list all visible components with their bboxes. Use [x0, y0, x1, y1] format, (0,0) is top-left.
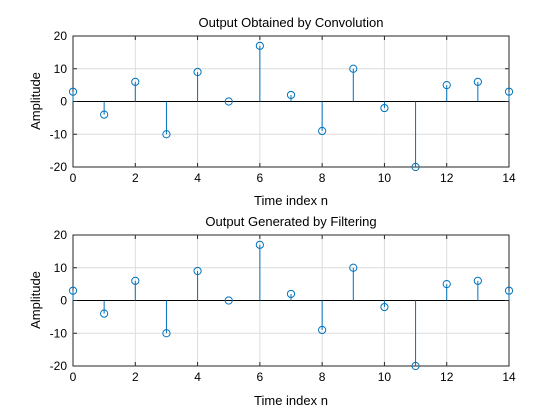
y-tick-label: 10 [54, 62, 68, 76]
stem-marker [131, 276, 140, 285]
x-tick-label: 10 [378, 171, 392, 185]
chart-title: Output Generated by Filtering [205, 214, 376, 229]
stem-marker [68, 286, 78, 295]
stem-marker [380, 302, 389, 312]
x-axis-label: Time index n [254, 193, 328, 208]
subplot-convolution: 0 2 4 6 8 10 12 14 -20 -10 0 10 20 Output Obtained b… [28, 15, 516, 208]
stem-marker [224, 296, 233, 305]
x-tick-label: 2 [132, 370, 139, 384]
chart-title: Output Obtained by Convolution [198, 15, 383, 30]
stem-marker [286, 289, 296, 299]
stem-marker [100, 110, 109, 119]
stem-marker [473, 77, 482, 86]
y-tick-label: -10 [50, 326, 68, 340]
y-tick-label: 10 [54, 261, 68, 275]
stem-series [68, 240, 514, 371]
stem-marker [504, 286, 514, 295]
axis-ticks: 0 2 4 6 8 10 12 14 -20 -10 0 10 20 [50, 228, 516, 384]
x-tick-label: 2 [132, 171, 139, 185]
stem-marker [411, 162, 420, 172]
stem-marker [162, 329, 171, 338]
x-tick-label: 12 [440, 370, 454, 384]
stem-marker [411, 361, 420, 371]
stem-marker [224, 97, 233, 106]
stem-series [68, 41, 514, 172]
stem-marker [349, 64, 358, 73]
y-tick-label: -20 [50, 359, 68, 373]
stem-marker [318, 325, 327, 335]
stem-marker [442, 280, 451, 289]
axis-ticks: 0 2 4 6 8 10 12 14 -20 -10 0 10 20 [50, 29, 516, 185]
y-tick-label: 20 [54, 228, 68, 242]
stem-marker [349, 263, 358, 272]
subplot-filtering: 0 2 4 6 8 10 12 14 -20 -10 0 10 20 Output Generated … [28, 214, 516, 408]
x-tick-label: 14 [502, 370, 516, 384]
y-axis-label: Amplitude [28, 72, 43, 130]
stem-marker [193, 67, 202, 77]
stem-marker [255, 41, 264, 50]
stem-marker [318, 126, 327, 136]
x-tick-label: 8 [319, 171, 326, 185]
stem-marker [473, 276, 482, 285]
y-tick-label: 20 [54, 29, 68, 43]
x-tick-label: 6 [257, 370, 264, 384]
stem-marker [162, 130, 171, 139]
x-tick-label: 8 [319, 370, 326, 384]
stem-marker [286, 90, 296, 100]
stem-marker [255, 240, 264, 249]
y-tick-label: 0 [60, 294, 67, 308]
x-tick-label: 4 [194, 171, 201, 185]
x-tick-label: 10 [378, 370, 392, 384]
y-tick-label: -10 [50, 127, 68, 141]
stem-marker [442, 81, 451, 90]
y-tick-label: -20 [50, 160, 68, 174]
x-tick-label: 4 [194, 370, 201, 384]
y-tick-label: 0 [60, 95, 67, 109]
stem-marker [193, 266, 202, 276]
x-tick-label: 6 [257, 171, 264, 185]
stem-marker [100, 309, 109, 318]
stem-marker [131, 77, 140, 86]
stem-marker [380, 103, 389, 113]
y-axis-label: Amplitude [28, 271, 43, 329]
x-tick-label: 0 [70, 370, 77, 384]
x-axis-label: Time index n [254, 393, 328, 408]
x-tick-label: 14 [502, 171, 516, 185]
x-tick-label: 0 [70, 171, 77, 185]
x-tick-label: 12 [440, 171, 454, 185]
stem-marker [504, 87, 514, 96]
stem-marker [68, 87, 78, 96]
